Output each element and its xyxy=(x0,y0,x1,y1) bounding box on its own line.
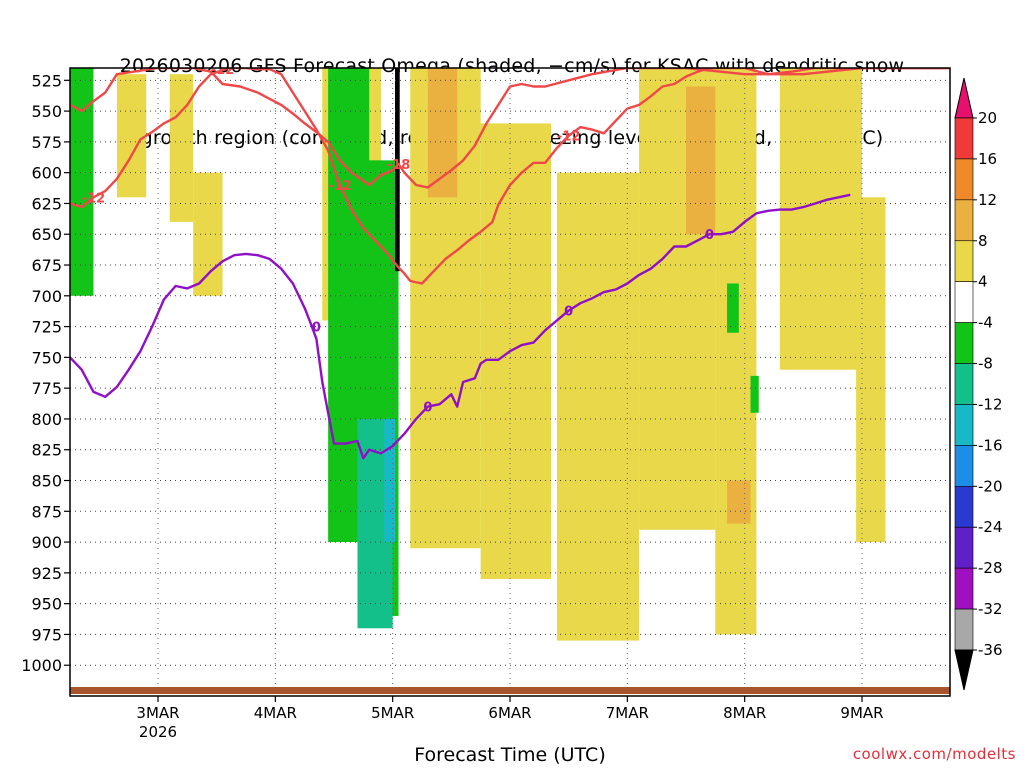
omega-region-0 xyxy=(116,74,147,198)
y-tick-label-650: 650 xyxy=(31,225,62,244)
omega-shading xyxy=(70,68,886,641)
x-tick-label-8MAR: 8MAR xyxy=(723,704,766,722)
y-tick-label-900: 900 xyxy=(31,533,62,552)
y-tick-label-950: 950 xyxy=(31,595,62,614)
contour-label-2-0: -12 xyxy=(82,191,106,206)
x-tick-label-5MAR: 5MAR xyxy=(371,704,414,722)
contour-label-0-2: 0 xyxy=(564,305,573,320)
colorbar-label-3: 8 xyxy=(978,232,988,250)
y-tick-label-625: 625 xyxy=(31,194,62,213)
y-tick-label-1000: 1000 xyxy=(21,656,62,675)
colorbar-label-2: 12 xyxy=(978,191,997,209)
x-axis-label: Forecast Time (UTC) xyxy=(414,744,606,766)
omega-region-13 xyxy=(727,480,751,524)
colorbar-label-13: -36 xyxy=(978,641,1003,659)
y-tick-label-750: 750 xyxy=(31,348,62,367)
colorbar-top-arrow xyxy=(954,77,974,119)
colorbar-label-0: 20 xyxy=(978,109,997,127)
y-tick-label-575: 575 xyxy=(31,133,62,152)
y-tick-label-825: 825 xyxy=(31,441,62,460)
omega-region-9 xyxy=(779,68,862,370)
y-tick-label-775: 775 xyxy=(31,379,62,398)
colorbar-label-10: -24 xyxy=(978,518,1003,536)
colorbar-label-4: 4 xyxy=(978,273,988,291)
x-tick-label-9MAR: 9MAR xyxy=(840,704,883,722)
y-tick-label-600: 600 xyxy=(31,164,62,183)
contour-line-2 xyxy=(70,68,950,285)
omega-region-2 xyxy=(193,172,223,296)
colorbar: 20 16 12 8 4 -4 -8 -12 -16 -20 -24 -28 -32 -36 xyxy=(954,77,1003,691)
y-tick-label-675: 675 xyxy=(31,256,62,275)
omega-region-14 xyxy=(70,68,94,296)
omega-region-10 xyxy=(856,197,886,543)
x-tick-label-3MAR: 3MAR xyxy=(136,704,179,722)
grid-lines xyxy=(70,68,950,696)
y-tick-label-725: 725 xyxy=(31,318,62,337)
omega-region-8 xyxy=(715,68,757,635)
y-tick-label-800: 800 xyxy=(31,410,62,429)
contour-lines: 0 0 0 0 -18 -12 -12 -12 -12 xyxy=(70,63,950,460)
omega-region-21 xyxy=(395,68,400,272)
omega-region-12 xyxy=(686,86,716,235)
colorbar-label-1: 16 xyxy=(978,150,997,168)
credit-link[interactable]: coolwx.com/modelts xyxy=(852,745,1016,763)
contour-label-2-1: -12 xyxy=(328,179,352,194)
colorbar-swatch-1 xyxy=(954,158,974,201)
contour-label-0-1: 0 xyxy=(423,401,432,416)
contour-line-0 xyxy=(70,193,851,460)
colorbar-label-6: -8 xyxy=(978,355,993,373)
colorbar-swatch-10 xyxy=(954,526,974,569)
y-tick-label-850: 850 xyxy=(31,472,62,491)
colorbar-swatch-11 xyxy=(954,567,974,610)
x-tick-label-6MAR: 6MAR xyxy=(488,704,531,722)
omega-region-17 xyxy=(727,283,739,333)
omega-region-18 xyxy=(750,375,759,413)
y-tick-label-700: 700 xyxy=(31,287,62,306)
x-tick-label-4MAR: 4MAR xyxy=(254,704,297,722)
colorbar-label-7: -12 xyxy=(978,395,1003,413)
colorbar-bottom-arrow xyxy=(954,649,974,691)
colorbar-swatch-0 xyxy=(954,117,974,160)
contour-label-2-2: -12 xyxy=(557,130,581,145)
x-tick-label-7MAR: 7MAR xyxy=(606,704,649,722)
colorbar-label-11: -28 xyxy=(978,559,1003,577)
colorbar-label-5: -4 xyxy=(978,314,993,332)
y-tick-label-975: 975 xyxy=(31,625,62,644)
colorbar-swatch-4 xyxy=(954,281,974,323)
terrain-band xyxy=(70,687,950,694)
omega-region-20 xyxy=(384,418,396,543)
colorbar-label-8: -16 xyxy=(978,436,1003,454)
surface-terrain-band xyxy=(70,687,950,694)
omega-region-1 xyxy=(169,74,194,222)
colorbar-label-12: -32 xyxy=(978,600,1003,618)
colorbar-swatch-3 xyxy=(954,240,974,282)
y-tick-label-875: 875 xyxy=(31,502,62,521)
y-tick-label-550: 550 xyxy=(31,102,62,121)
omega-region-6 xyxy=(556,172,640,641)
y-tick-label-925: 925 xyxy=(31,564,62,583)
contour-label-2-3: -12 xyxy=(211,63,235,78)
colorbar-swatch-9 xyxy=(954,486,974,528)
contour-label-0-3: 0 xyxy=(705,228,714,243)
omega-region-5 xyxy=(480,123,552,580)
colorbar-swatch-8 xyxy=(954,445,974,487)
colorbar-swatch-6 xyxy=(954,363,974,405)
x-tick-sublabel-3MAR: 2026 xyxy=(139,723,177,741)
colorbar-swatch-7 xyxy=(954,404,974,446)
contour-label-0-0: 0 xyxy=(312,321,321,336)
colorbar-label-9: -20 xyxy=(978,477,1003,495)
y-tick-label-525: 525 xyxy=(31,71,62,90)
contour-label-1-0: -18 xyxy=(387,158,411,173)
pressure-axis: 525 550 575 600 625 650 675 700 725 750 775 800 825 8… xyxy=(21,71,70,675)
colorbar-swatch-5 xyxy=(954,322,974,364)
colorbar-swatch-2 xyxy=(954,199,974,242)
colorbar-swatch-12 xyxy=(954,608,974,651)
